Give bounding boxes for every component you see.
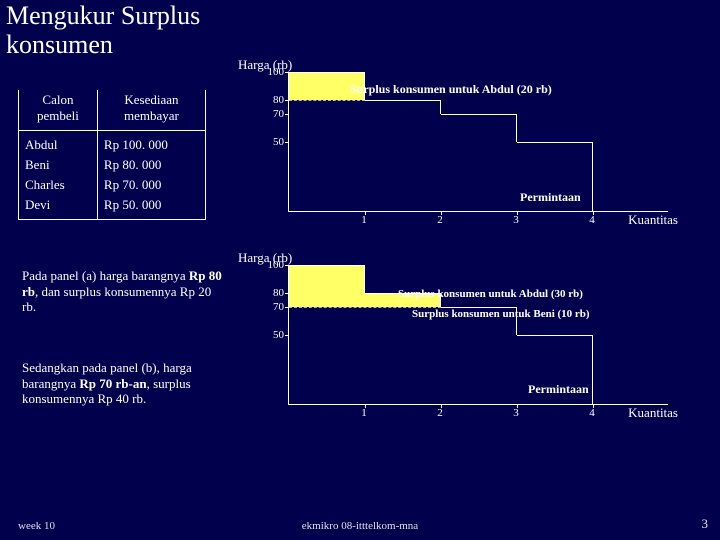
- cell: Devi: [19, 195, 98, 220]
- annot-abdul-20: Surplus konsumen untuk Abdul (20 rb): [350, 82, 552, 97]
- y-tick-label: 100: [268, 66, 285, 78]
- y-tick-label: 70: [273, 108, 284, 120]
- y-tick-label: 50: [273, 329, 284, 341]
- y-tick: [285, 114, 289, 115]
- x-labels: Kuantitas 1 2 3 4: [288, 212, 678, 228]
- y-tick-label: 100: [268, 259, 285, 271]
- y-tick-label: 80: [273, 287, 284, 299]
- x-axis-title: Kuantitas: [628, 405, 678, 421]
- paragraph-b: Sedangkan pada panel (b), harga barangny…: [22, 360, 222, 407]
- cell: Rp 100. 000: [97, 131, 205, 156]
- y-labels: 507080100: [258, 265, 286, 405]
- cell: Rp 70. 000: [97, 175, 205, 195]
- x-tick-label: 3: [513, 214, 519, 226]
- x-tick-label: 4: [589, 214, 595, 226]
- footer-left: week 10: [18, 520, 55, 532]
- y-tick-label: 50: [273, 136, 284, 148]
- y-tick-label: 70: [273, 301, 284, 313]
- price-line: [289, 100, 365, 101]
- buyers-table: Calon pembeli Kesediaan membayar Abdul R…: [18, 90, 206, 220]
- cell: Rp 50. 000: [97, 195, 205, 220]
- y-tick: [285, 335, 289, 336]
- x-tick-label: 4: [589, 407, 595, 419]
- demand-step: [441, 114, 517, 142]
- x-labels: Kuantitas 1 2 3 4: [288, 405, 678, 421]
- page-title: Mengukur Surpluskonsumen: [6, 2, 200, 59]
- demand-label-a: Permintaan: [520, 190, 581, 205]
- x-tick-label: 2: [437, 214, 443, 226]
- demand-step: [289, 265, 365, 293]
- x-tick-label: 3: [513, 407, 519, 419]
- annot-abdul-30: Surplus konsumen untuk Abdul (30 rb): [398, 288, 583, 300]
- demand-step: [365, 100, 441, 114]
- footer-center: ekmikro 08-itttelkom-mna: [302, 520, 418, 532]
- th-buyer: Calon pembeli: [19, 90, 98, 131]
- x-tick-label: 2: [437, 407, 443, 419]
- x-tick-label: 1: [361, 214, 367, 226]
- y-labels: 507080100: [258, 72, 286, 212]
- cell: Charles: [19, 175, 98, 195]
- annot-beni-10: Surplus konsumen untuk Beni (10 rb): [412, 308, 590, 320]
- cell: Beni: [19, 155, 98, 175]
- cell: Rp 80. 000: [97, 155, 205, 175]
- x-axis-title: Kuantitas: [628, 212, 678, 228]
- footer-right: 3: [702, 516, 709, 532]
- y-tick: [285, 142, 289, 143]
- cell: Abdul: [19, 131, 98, 156]
- plot-area: [288, 265, 668, 405]
- paragraph-a: Pada panel (a) harga barangnya Rp 80 rb,…: [22, 268, 222, 315]
- demand-label-b: Permintaan: [528, 382, 589, 397]
- x-tick-label: 1: [361, 407, 367, 419]
- th-wtp: Kesediaan membayar: [97, 90, 205, 131]
- y-tick-label: 80: [273, 94, 284, 106]
